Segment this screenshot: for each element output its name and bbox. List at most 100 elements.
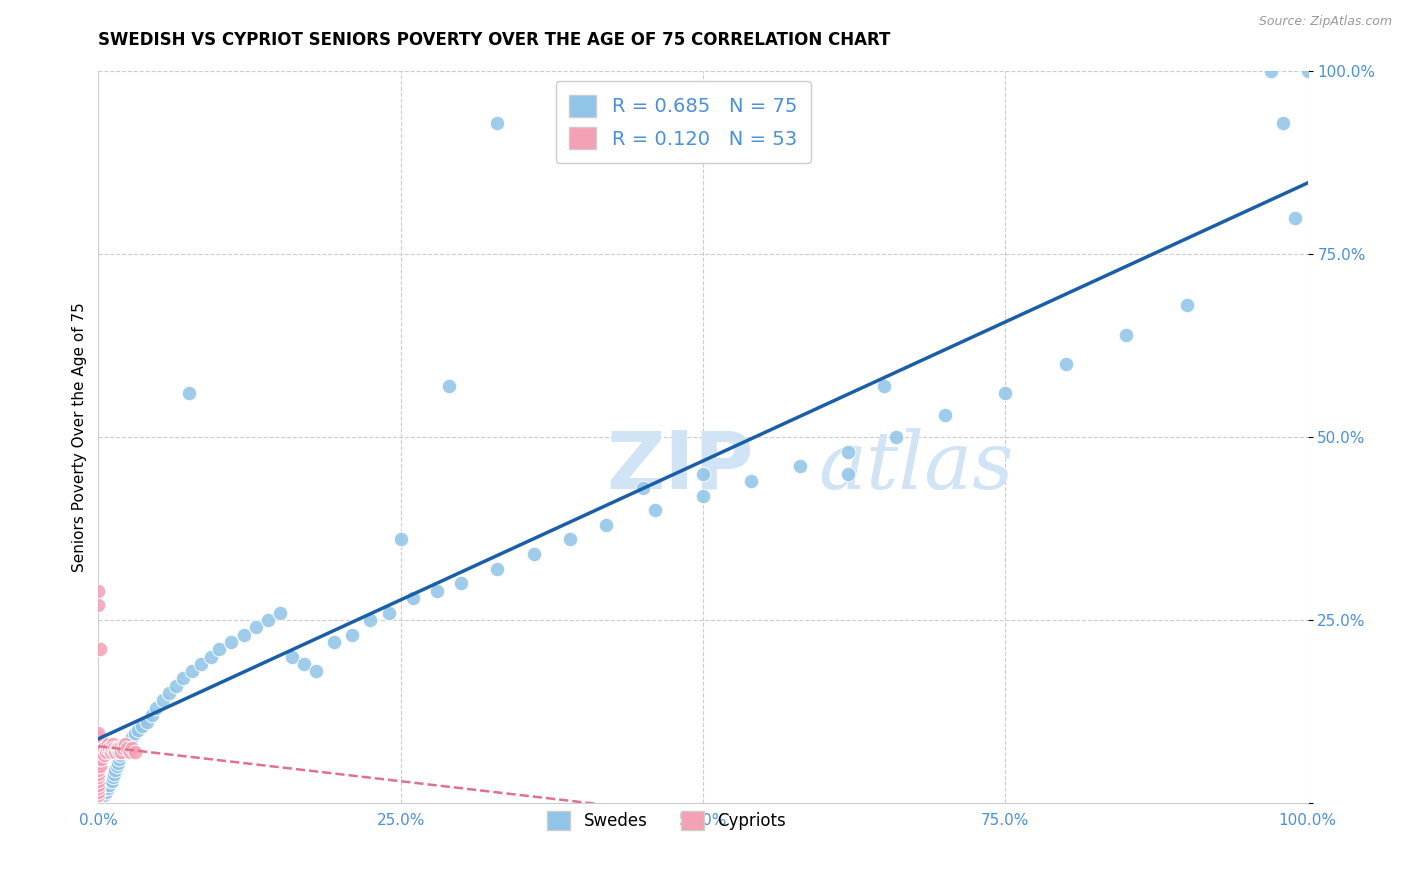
- Point: [87, 733, 110, 747]
- Point: [740, 474, 762, 488]
- Point: [96, 781, 118, 796]
- Point: [89, 752, 111, 766]
- Point: [886, 430, 908, 444]
- Point: [1175, 298, 1198, 312]
- Point: [121, 730, 143, 744]
- Point: [232, 627, 254, 641]
- Point: [789, 459, 811, 474]
- Text: SWEDISH VS CYPRIOT SENIORS POVERTY OVER THE AGE OF 75 CORRELATION CHART: SWEDISH VS CYPRIOT SENIORS POVERTY OVER …: [98, 31, 891, 49]
- Point: [558, 533, 581, 547]
- Text: atlas: atlas: [818, 427, 1014, 505]
- Point: [631, 481, 654, 495]
- Point: [1115, 327, 1137, 342]
- Point: [200, 649, 222, 664]
- Point: [994, 386, 1017, 401]
- Point: [100, 773, 122, 788]
- Point: [135, 715, 157, 730]
- Point: [87, 726, 110, 740]
- Point: [108, 752, 131, 766]
- Point: [91, 745, 114, 759]
- Point: [1054, 357, 1077, 371]
- Text: ZIP: ZIP: [606, 427, 754, 506]
- Point: [107, 756, 129, 770]
- Point: [1260, 64, 1282, 78]
- Point: [486, 115, 509, 129]
- Point: [117, 740, 139, 755]
- Point: [131, 719, 153, 733]
- Point: [93, 740, 115, 755]
- Point: [179, 386, 201, 401]
- Point: [97, 737, 120, 751]
- Point: [91, 740, 114, 755]
- Point: [89, 759, 111, 773]
- Point: [90, 745, 112, 759]
- Point: [87, 756, 110, 770]
- Point: [101, 770, 124, 784]
- Point: [87, 745, 110, 759]
- Point: [121, 740, 143, 755]
- Point: [1272, 115, 1295, 129]
- Point: [87, 599, 110, 613]
- Point: [595, 517, 617, 532]
- Point: [837, 444, 859, 458]
- Point: [87, 781, 110, 796]
- Legend: Swedes, Cypriots: Swedes, Cypriots: [538, 803, 794, 838]
- Point: [305, 664, 328, 678]
- Point: [93, 789, 115, 803]
- Point: [114, 740, 136, 755]
- Point: [89, 642, 111, 657]
- Point: [256, 613, 278, 627]
- Point: [89, 737, 111, 751]
- Point: [165, 679, 187, 693]
- Point: [111, 745, 134, 759]
- Point: [103, 766, 125, 780]
- Point: [103, 740, 125, 755]
- Point: [389, 533, 412, 547]
- Point: [172, 672, 194, 686]
- Point: [323, 635, 346, 649]
- Point: [360, 613, 382, 627]
- Point: [87, 583, 110, 598]
- Point: [87, 737, 110, 751]
- Point: [111, 740, 134, 755]
- Point: [87, 770, 110, 784]
- Point: [105, 740, 128, 755]
- Point: [152, 693, 174, 707]
- Point: [644, 503, 666, 517]
- Point: [108, 740, 131, 755]
- Point: [486, 562, 509, 576]
- Y-axis label: Seniors Poverty Over the Age of 75: Seniors Poverty Over the Age of 75: [72, 302, 87, 572]
- Point: [523, 547, 546, 561]
- Point: [437, 379, 460, 393]
- Point: [87, 789, 110, 803]
- Point: [245, 620, 267, 634]
- Point: [157, 686, 180, 700]
- Point: [269, 606, 291, 620]
- Point: [87, 785, 110, 799]
- Point: [934, 408, 956, 422]
- Point: [91, 737, 114, 751]
- Point: [402, 591, 425, 605]
- Point: [87, 763, 110, 777]
- Point: [145, 700, 167, 714]
- Point: [110, 745, 132, 759]
- Point: [87, 752, 110, 766]
- Point: [104, 745, 127, 759]
- Point: [87, 730, 110, 744]
- Point: [377, 606, 399, 620]
- Point: [90, 752, 112, 766]
- Point: [114, 737, 136, 751]
- Point: [97, 781, 120, 796]
- Point: [108, 748, 131, 763]
- Point: [118, 733, 141, 747]
- Point: [100, 745, 122, 759]
- Point: [692, 467, 714, 481]
- Point: [873, 379, 896, 393]
- Point: [89, 745, 111, 759]
- Point: [87, 778, 110, 792]
- Point: [127, 723, 149, 737]
- Point: [108, 745, 131, 759]
- Point: [93, 748, 115, 763]
- Point: [342, 627, 364, 641]
- Point: [107, 740, 129, 755]
